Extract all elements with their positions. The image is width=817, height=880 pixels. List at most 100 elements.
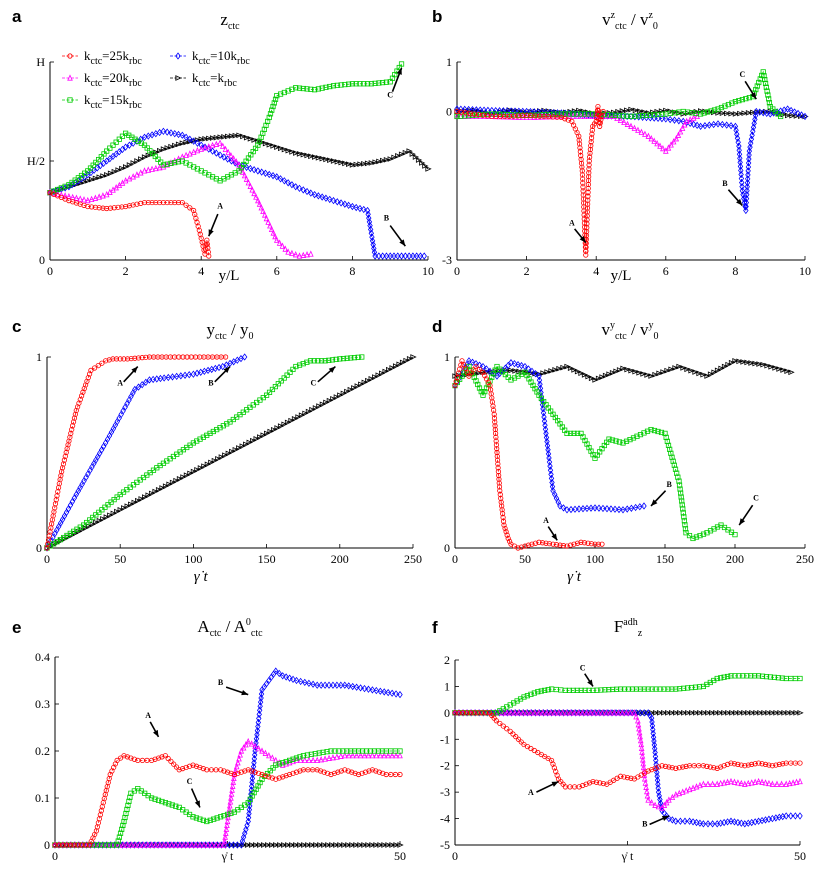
- data-point: [499, 369, 506, 375]
- data-point: [393, 842, 400, 848]
- data-point: [584, 221, 590, 227]
- data-point: [560, 543, 567, 549]
- data-point: [242, 768, 248, 774]
- data-point: [576, 137, 582, 143]
- data-point: [718, 675, 724, 681]
- data-point: [368, 81, 374, 87]
- data-point: [194, 139, 201, 147]
- data-point: [245, 767, 251, 773]
- data-point: [700, 763, 707, 769]
- data-point: [280, 774, 286, 780]
- data-point: [207, 817, 213, 823]
- data-point: [341, 842, 348, 848]
- data-point: [740, 190, 746, 199]
- data-point: [483, 365, 490, 373]
- data-point: [707, 764, 713, 770]
- data-point: [493, 442, 500, 448]
- data-point: [527, 709, 534, 716]
- data-point: [528, 691, 534, 697]
- data-point: [166, 481, 173, 488]
- data-point: [251, 755, 258, 763]
- data-point: [169, 802, 175, 808]
- data-point: [682, 817, 688, 825]
- data-point: [717, 710, 724, 716]
- data-point: [531, 709, 538, 716]
- data-point: [669, 710, 676, 716]
- data-point: [654, 139, 660, 147]
- data-point: [652, 710, 660, 716]
- data-point: [769, 763, 776, 769]
- data-point: [490, 371, 497, 377]
- data-point: [677, 486, 683, 492]
- data-point: [585, 111, 592, 117]
- data-point: [689, 710, 696, 716]
- data-point: [228, 810, 234, 816]
- data-point: [685, 710, 692, 716]
- data-point: [574, 687, 580, 693]
- data-point: [137, 169, 144, 176]
- data-point: [746, 155, 752, 163]
- data-point: [475, 710, 481, 716]
- data-point: [96, 156, 102, 163]
- x-tick-label: 2: [123, 264, 129, 278]
- data-point: [724, 761, 731, 767]
- data-point: [586, 174, 592, 180]
- data-point: [123, 203, 129, 210]
- data-point: [85, 203, 91, 210]
- data-point: [535, 112, 541, 118]
- x-tick-label: 100: [184, 552, 202, 566]
- data-point: [186, 371, 192, 379]
- data-point: [371, 748, 377, 754]
- data-point: [603, 709, 610, 716]
- annotation-arrowhead: [750, 92, 757, 100]
- data-point: [344, 355, 350, 361]
- data-point: [673, 765, 679, 771]
- data-point: [595, 709, 602, 716]
- data-point: [354, 383, 361, 389]
- data-point: [385, 752, 391, 759]
- data-point: [557, 502, 563, 510]
- data-point: [138, 496, 145, 502]
- data-point: [338, 82, 344, 88]
- data-point: [249, 778, 255, 787]
- data-point: [376, 769, 382, 775]
- data-point: [652, 745, 658, 753]
- data-point: [337, 842, 344, 848]
- data-point: [263, 392, 270, 398]
- data-point: [296, 252, 303, 259]
- data-point: [274, 93, 280, 99]
- data-point: [206, 253, 212, 259]
- data-point: [330, 681, 336, 689]
- panel-letter: c: [12, 317, 21, 336]
- data-point: [749, 710, 756, 716]
- data-point: [70, 419, 77, 425]
- data-point: [616, 439, 623, 445]
- data-point: [719, 120, 726, 129]
- series-line: [46, 356, 362, 549]
- data-point: [328, 748, 334, 754]
- data-point: [389, 842, 396, 848]
- data-point: [52, 842, 58, 848]
- data-point: [482, 389, 488, 395]
- series-circle: [44, 354, 229, 551]
- data-point: [365, 210, 371, 218]
- series-line: [455, 712, 800, 825]
- data-point: [765, 92, 771, 98]
- data-point: [107, 205, 114, 211]
- data-point: [91, 365, 98, 371]
- data-point: [231, 771, 237, 778]
- data-point: [571, 367, 578, 373]
- data-point: [267, 222, 273, 229]
- data-point: [221, 841, 227, 848]
- data-point: [300, 186, 306, 194]
- data-point: [340, 748, 346, 754]
- data-point: [149, 165, 155, 172]
- data-point: [553, 542, 560, 548]
- data-point: [132, 841, 139, 848]
- data-point: [372, 374, 379, 380]
- data-point: [722, 103, 728, 109]
- data-point: [651, 112, 657, 118]
- data-point: [751, 119, 757, 128]
- data-point: [757, 108, 763, 116]
- data-point: [791, 108, 798, 116]
